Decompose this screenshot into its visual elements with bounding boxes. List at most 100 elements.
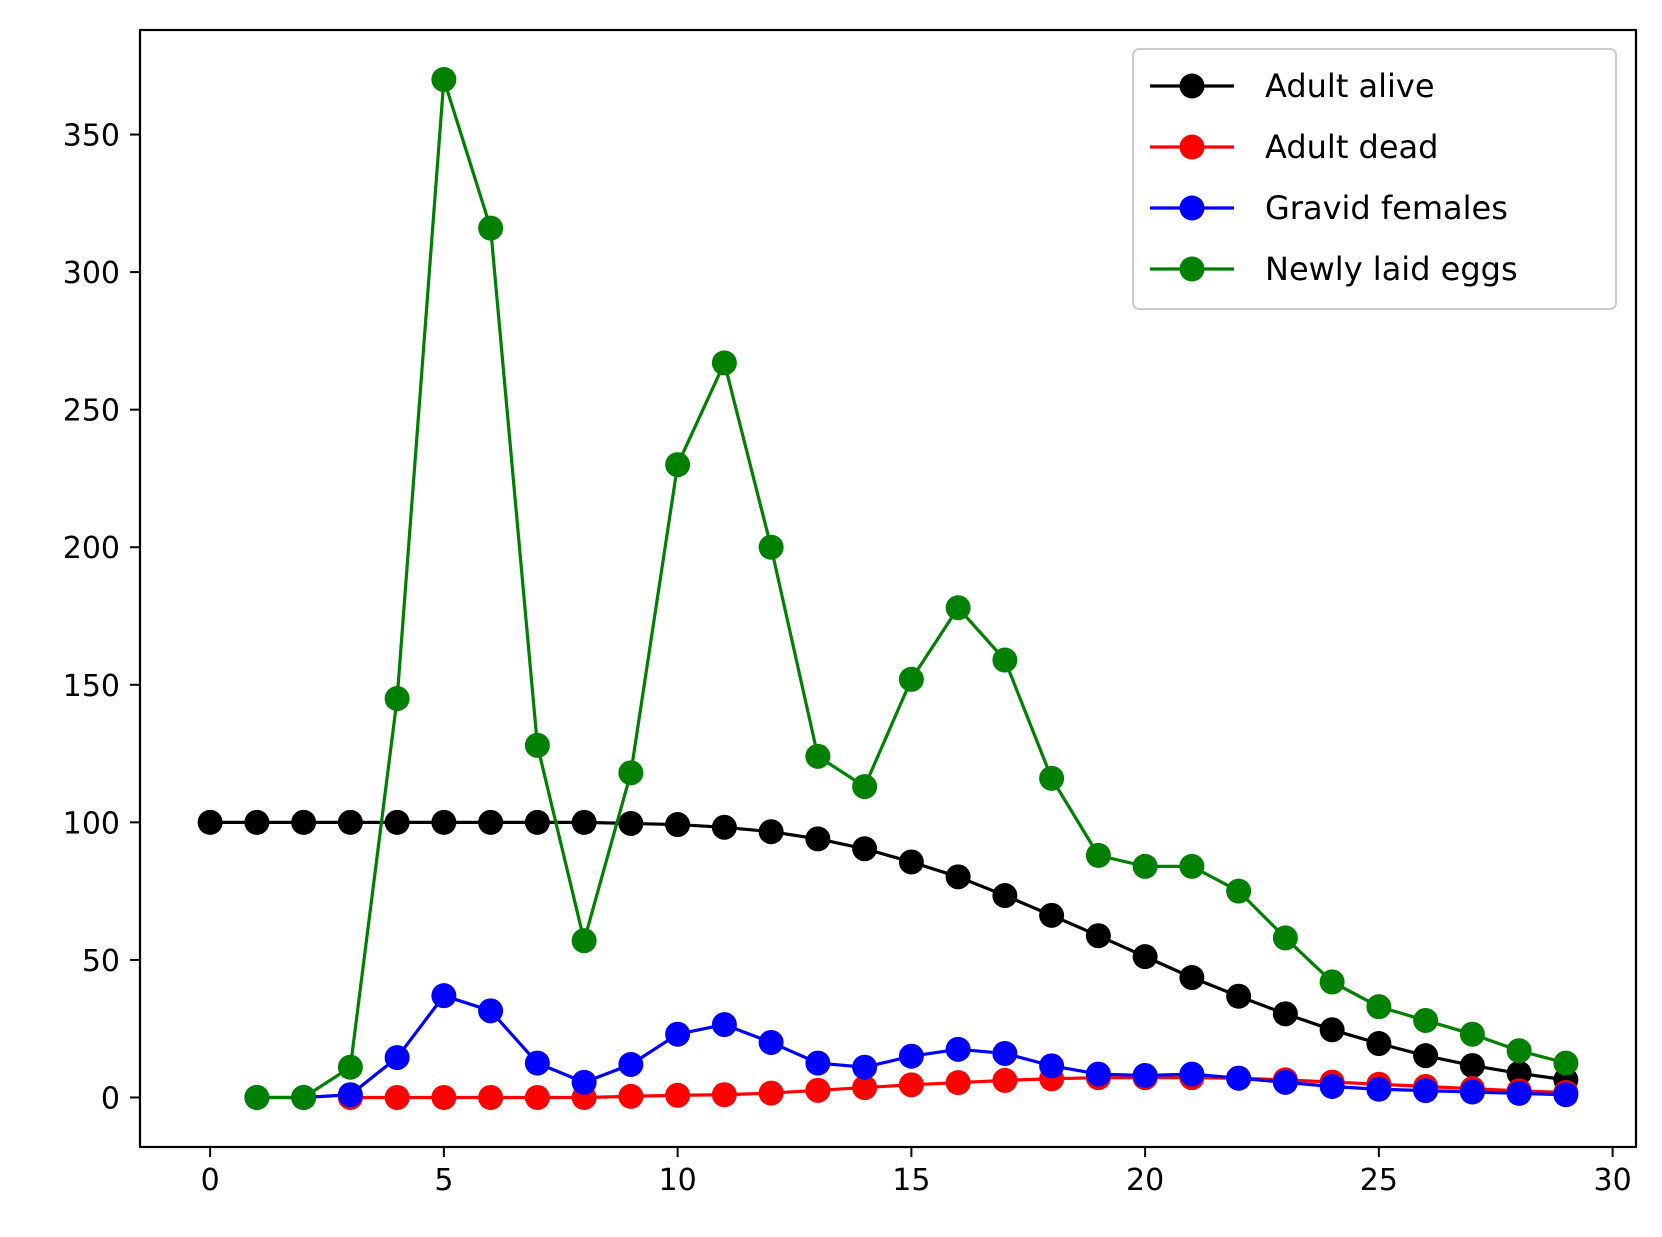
- data-point: [1506, 1038, 1532, 1064]
- data-point: [1179, 1061, 1205, 1087]
- legend-marker: [1179, 73, 1205, 99]
- legend-marker: [1179, 134, 1205, 160]
- data-point: [384, 686, 410, 712]
- y-tick-label: 0: [101, 1081, 120, 1116]
- x-tick-label: 10: [659, 1163, 697, 1198]
- data-point: [1366, 1076, 1392, 1102]
- data-point: [1319, 1017, 1345, 1043]
- legend-label: Adult dead: [1265, 128, 1438, 166]
- data-point: [1132, 944, 1158, 970]
- data-point: [1272, 925, 1298, 951]
- legend-label: Newly laid eggs: [1265, 250, 1518, 288]
- data-point: [992, 883, 1018, 909]
- data-point: [945, 1036, 971, 1062]
- data-point: [1226, 878, 1252, 904]
- data-point: [291, 1084, 317, 1110]
- data-point: [1319, 969, 1345, 995]
- legend-marker: [1179, 256, 1205, 282]
- data-point: [1459, 1053, 1485, 1079]
- data-point: [758, 1080, 784, 1106]
- data-point: [571, 1069, 597, 1095]
- data-point: [431, 809, 457, 835]
- legend: Adult alive Adult dead Gravid females Newly…: [1132, 48, 1617, 310]
- legend-marker: [1179, 195, 1205, 221]
- y-tick-label: 250: [63, 394, 120, 429]
- data-point: [431, 67, 457, 93]
- y-tick-label: 150: [63, 669, 120, 704]
- data-point: [805, 743, 831, 769]
- series-layer: [197, 67, 1579, 1110]
- data-point: [1039, 1053, 1065, 1079]
- x-tick-label: 20: [1126, 1163, 1164, 1198]
- data-point: [805, 1050, 831, 1076]
- data-point: [524, 809, 550, 835]
- data-point: [1366, 1031, 1392, 1057]
- data-point: [852, 774, 878, 800]
- data-point: [1459, 1021, 1485, 1047]
- data-point: [1553, 1082, 1579, 1108]
- data-point: [1039, 902, 1065, 928]
- data-point: [665, 1082, 691, 1108]
- x-tick-label: 15: [892, 1163, 930, 1198]
- data-point: [1366, 994, 1392, 1020]
- y-tick-label: 200: [63, 531, 120, 566]
- data-point: [478, 1084, 504, 1110]
- data-point: [618, 810, 644, 836]
- data-point: [1506, 1060, 1532, 1086]
- data-point: [852, 1075, 878, 1101]
- data-point: [244, 1084, 270, 1110]
- legend-frame: [1132, 48, 1617, 310]
- data-point: [1272, 1001, 1298, 1027]
- data-point: [805, 826, 831, 852]
- y-tick-label: 300: [63, 256, 120, 291]
- data-point: [992, 1040, 1018, 1066]
- data-point: [1085, 1061, 1111, 1087]
- data-point: [1413, 1043, 1439, 1069]
- y-tick-label: 350: [63, 119, 120, 154]
- data-point: [1226, 1065, 1252, 1091]
- data-point: [665, 812, 691, 838]
- data-point: [758, 1029, 784, 1055]
- series-3: [244, 67, 1579, 1110]
- x-axis: 0 5 10 15 20 25 30: [201, 1147, 1632, 1198]
- data-point: [524, 1050, 550, 1076]
- data-point: [337, 1054, 363, 1080]
- x-tick-label: 30: [1594, 1163, 1632, 1198]
- data-point: [898, 1043, 924, 1069]
- data-point: [1413, 1007, 1439, 1033]
- data-point: [898, 666, 924, 692]
- data-point: [431, 983, 457, 1009]
- data-point: [384, 1045, 410, 1071]
- y-axis: 0 50 100 150 200 250 300 350: [63, 119, 140, 1116]
- data-point: [805, 1077, 831, 1103]
- data-point: [1413, 1078, 1439, 1104]
- data-point: [618, 1083, 644, 1109]
- data-point: [384, 1084, 410, 1110]
- data-point: [852, 1054, 878, 1080]
- y-tick-label: 100: [63, 806, 120, 841]
- y-tick-label: 50: [82, 944, 120, 979]
- legend-items: Adult alive Adult dead Gravid females Newly…: [1150, 67, 1518, 288]
- data-point: [244, 809, 270, 835]
- data-point: [665, 1021, 691, 1047]
- data-point: [1319, 1073, 1345, 1099]
- data-point: [337, 1082, 363, 1108]
- data-point: [711, 1082, 737, 1108]
- x-tick-label: 5: [434, 1163, 453, 1198]
- data-point: [1085, 923, 1111, 949]
- data-point: [1553, 1050, 1579, 1076]
- data-point: [1226, 983, 1252, 1009]
- data-point: [384, 809, 410, 835]
- data-point: [1132, 1062, 1158, 1088]
- data-point: [852, 836, 878, 862]
- data-point: [1179, 853, 1205, 879]
- data-point: [992, 1067, 1018, 1093]
- data-point: [1459, 1079, 1485, 1105]
- data-point: [945, 595, 971, 621]
- data-point: [992, 647, 1018, 673]
- plot-frame: [138, 28, 1638, 1149]
- data-point: [1039, 765, 1065, 791]
- data-point: [945, 1070, 971, 1096]
- data-point: [478, 215, 504, 241]
- legend-label: Gravid females: [1265, 189, 1508, 227]
